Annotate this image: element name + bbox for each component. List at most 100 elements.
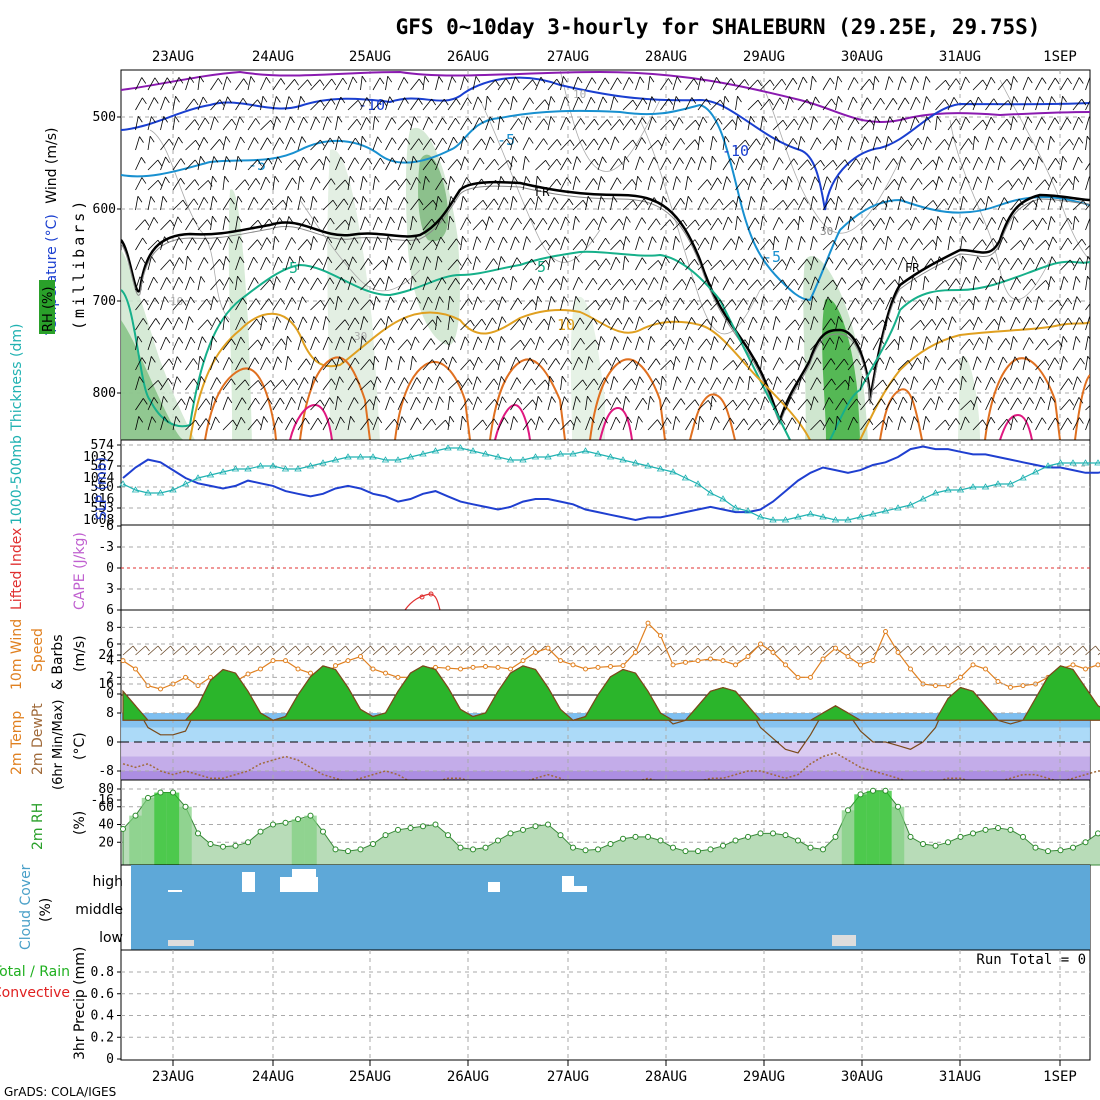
- wind-barb-flag: [453, 136, 458, 144]
- wind-barb: [935, 139, 945, 151]
- wind-barb-flag: [1066, 117, 1072, 124]
- wind-barb-flag: [956, 359, 962, 366]
- wind10m-barb: [785, 645, 796, 656]
- wind-barb-flag: [914, 116, 920, 123]
- wind-barb: [185, 358, 194, 371]
- wind-barb: [1047, 256, 1053, 271]
- wind-barb: [185, 336, 192, 351]
- wind-barb-flag: [707, 299, 712, 306]
- wind-barb: [922, 179, 934, 191]
- wind-barb: [622, 416, 629, 431]
- wind-barb: [872, 176, 878, 191]
- wind-barb-flag: [501, 396, 507, 403]
- wind-barb-flag: [144, 219, 150, 226]
- wind-barb-flag: [912, 196, 918, 203]
- wind-barb: [722, 316, 728, 331]
- wind-barb-flag: [694, 259, 699, 266]
- wind-barb: [535, 99, 546, 111]
- wind-barb: [960, 217, 967, 231]
- wind-barb-flag: [317, 417, 323, 425]
- wind-barb: [872, 237, 881, 251]
- wind-barb: [135, 237, 143, 251]
- wind10m-barb-flag: [857, 645, 863, 652]
- wind-barb: [460, 298, 469, 311]
- wind-barb: [547, 238, 557, 251]
- wind-barb: [410, 78, 420, 91]
- wind-barb: [522, 79, 533, 91]
- wind-barb: [385, 157, 393, 171]
- wind-barb: [310, 336, 316, 351]
- rh-label: RH (%): [41, 287, 56, 332]
- wind10m-point: [995, 679, 1001, 684]
- wind-barb-flag: [361, 75, 367, 83]
- wind-barb-flag: [894, 279, 900, 286]
- wind-barb-flag: [280, 298, 286, 305]
- wind-barb: [447, 259, 458, 271]
- wind-barb: [610, 239, 621, 251]
- wind-barb: [260, 119, 271, 131]
- wind-barb: [497, 256, 502, 271]
- wind-barb: [1022, 317, 1031, 331]
- wind-barb-flag: [965, 176, 970, 184]
- wind-barb-flag: [503, 417, 509, 424]
- wind-barb: [860, 398, 870, 411]
- thickness-series: [119, 444, 1100, 523]
- wind-barb-flag: [619, 279, 624, 286]
- wind-barb-flag: [290, 136, 296, 144]
- wind-barb-flag: [142, 97, 147, 105]
- wind-barb: [635, 278, 644, 291]
- wind-barb-flag: [930, 398, 936, 405]
- wind-barb: [135, 157, 142, 171]
- wind-barb: [247, 380, 259, 391]
- wind10m-barb: [960, 645, 971, 656]
- wind-barb: [360, 196, 364, 211]
- wind-barb: [297, 176, 301, 191]
- wind10m-barb-flag: [345, 645, 350, 652]
- wind-barb: [460, 257, 468, 271]
- wind-barb: [522, 236, 527, 251]
- wind-barb: [247, 318, 258, 331]
- wind-barb: [822, 198, 831, 211]
- wind10m-barb-flag: [195, 645, 200, 652]
- wind-barb-flag: [400, 356, 406, 363]
- wind-barb: [385, 236, 389, 251]
- wind-barb-flag: [595, 300, 600, 307]
- wind-barb: [347, 276, 353, 291]
- wind-barb-flag: [337, 395, 343, 403]
- wind-barb: [1022, 337, 1030, 351]
- wind-barb: [222, 216, 226, 231]
- wind10m-point: [558, 658, 563, 664]
- wind-barb: [460, 236, 463, 251]
- wind-barb-flag: [537, 196, 543, 203]
- wind-barb-flag: [926, 336, 931, 343]
- wind-barb-flag: [837, 75, 843, 83]
- wind-barb-flag: [793, 378, 799, 386]
- wind-barb-flag: [1006, 79, 1012, 86]
- wind10m-barb: [210, 645, 221, 656]
- rh2m-point: [457, 844, 464, 851]
- wind-barb-flag: [165, 156, 170, 164]
- wind10m-point: [1095, 662, 1100, 668]
- wind-barb: [960, 338, 970, 351]
- wind-barb: [422, 256, 428, 271]
- wind-barb: [860, 177, 869, 191]
- wind10m-barb: [722, 645, 734, 656]
- wind-barb-flag: [890, 296, 896, 304]
- wind-barb: [885, 116, 891, 131]
- wind10m-barb: [522, 645, 534, 656]
- wind10m-barb: [385, 645, 396, 656]
- wind-barb-flag: [216, 317, 222, 324]
- wind-barb-flag: [690, 276, 696, 284]
- wind-barb: [510, 377, 518, 391]
- wind-barb-flag: [882, 379, 888, 387]
- wind-barb: [560, 296, 565, 311]
- wind-barb: [1047, 417, 1056, 431]
- wind-barb-flag: [227, 396, 233, 404]
- thickness-point: [744, 507, 752, 514]
- wind-barb-flag: [281, 338, 286, 345]
- wind-barb-flag: [912, 275, 918, 283]
- wind-barb-flag: [641, 257, 647, 264]
- wind-barb: [410, 216, 414, 231]
- rh-high-fill: [129, 815, 142, 865]
- wind-barb-flag: [478, 356, 483, 364]
